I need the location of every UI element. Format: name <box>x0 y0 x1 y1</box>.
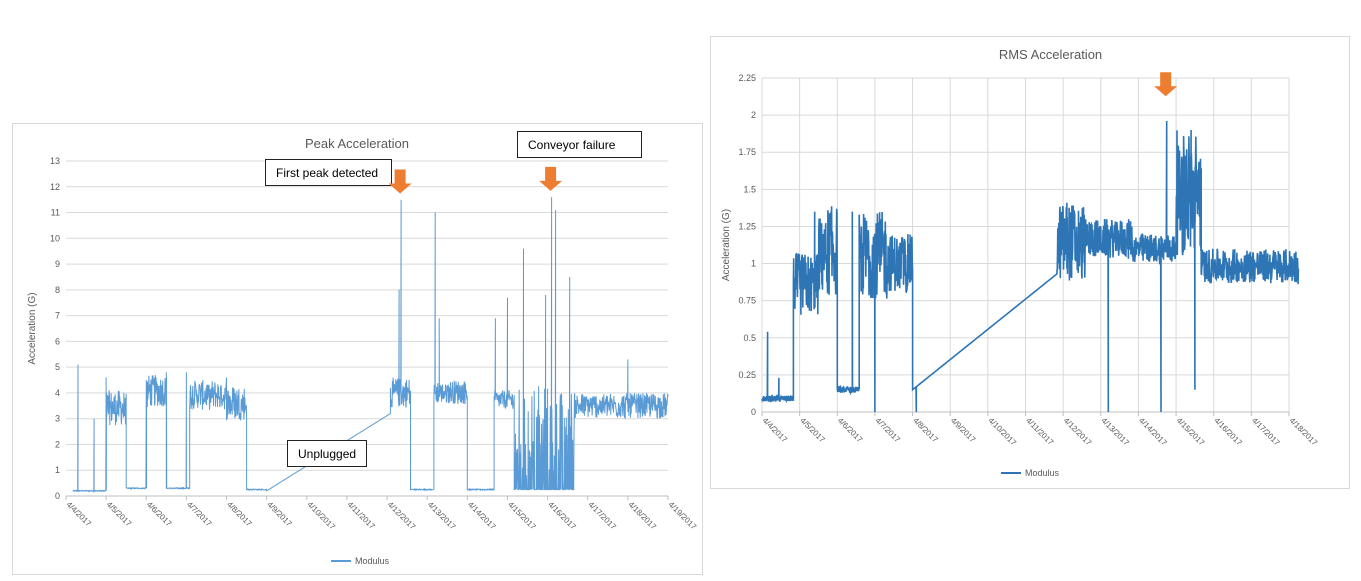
y-tick-label: 0 <box>751 407 756 417</box>
x-tick-label: 4/16/2017 <box>546 500 578 532</box>
x-tick-label: 4/9/2017 <box>949 416 978 445</box>
x-tick-label: 4/16/2017 <box>1212 416 1244 448</box>
y-tick-label: 2 <box>751 110 756 120</box>
x-tick-label: 4/14/2017 <box>1137 416 1169 448</box>
x-tick-label: 4/17/2017 <box>1250 416 1282 448</box>
legend-label: Modulus <box>1025 468 1060 478</box>
y-tick-label: 13 <box>50 156 60 166</box>
rms-acceleration-panel: RMS Acceleration 0 0.25 0.5 0.75 1 1.25 1.5 1.75… <box>710 36 1350 489</box>
conveyor-failure-label: Conveyor failure <box>528 137 616 152</box>
unplugged-callout: Unplugged <box>287 440 367 467</box>
y-tick-label: 2.25 <box>738 73 756 83</box>
x-tick-label: 4/7/2017 <box>874 416 903 445</box>
unplugged-label: Unplugged <box>298 446 357 461</box>
x-tick-label: 4/10/2017 <box>305 500 337 532</box>
y-tick-label: 0.5 <box>743 333 756 343</box>
x-tick-label: 4/14/2017 <box>466 500 498 532</box>
y-tick-label: 0.75 <box>738 296 756 306</box>
peak-acceleration-chart: Peak Acceleration0123456789101112134/4/2… <box>27 136 699 566</box>
y-tick-label: 5 <box>55 362 60 372</box>
y-tick-label: 12 <box>50 182 60 192</box>
y-tick-label: 11 <box>51 208 60 218</box>
y-tick-label: 1.5 <box>743 184 756 194</box>
x-tick-label: 4/8/2017 <box>911 416 940 445</box>
y-tick-label: 1 <box>751 259 756 269</box>
chart-title: Peak Acceleration <box>305 136 409 151</box>
x-tick-label: 4/11/2017 <box>346 500 377 531</box>
x-tick-label: 4/6/2017 <box>836 416 865 445</box>
y-tick-label: 1 <box>55 465 60 475</box>
x-tick-label: 4/19/2017 <box>667 500 699 532</box>
y-tick-label: 3 <box>55 414 60 424</box>
chart-title: RMS Acceleration <box>999 47 1102 62</box>
y-tick-label: 0.25 <box>738 370 756 380</box>
x-tick-label: 4/11/2017 <box>1024 416 1055 447</box>
conveyor-failure-callout: Conveyor failure <box>517 131 642 158</box>
x-tick-label: 4/4/2017 <box>761 416 790 445</box>
y-tick-label: 6 <box>55 336 60 346</box>
y-tick-label: 8 <box>55 285 60 295</box>
rms-acceleration-chart: RMS Acceleration 0 0.25 0.5 0.75 1 1.25 1.5 1.75… <box>721 47 1320 478</box>
y-tick-label: 7 <box>55 311 60 321</box>
y-tick-label: 10 <box>50 233 60 243</box>
x-tick-label: 4/5/2017 <box>105 500 134 529</box>
y-axis-label: Acceleration (G) <box>721 209 732 281</box>
x-tick-label: 4/4/2017 <box>65 500 94 529</box>
x-tick-label: 4/6/2017 <box>145 500 174 529</box>
x-tick-label: 4/18/2017 <box>1288 416 1320 448</box>
x-tick-label: 4/7/2017 <box>185 500 214 529</box>
x-tick-label: 4/12/2017 <box>1062 416 1094 448</box>
x-tick-label: 4/18/2017 <box>626 500 658 532</box>
x-tick-label: 4/8/2017 <box>225 500 254 529</box>
x-tick-label: 4/13/2017 <box>426 500 458 532</box>
first-peak-label: First peak detected <box>276 165 379 180</box>
series-line-modulus <box>761 120 1300 413</box>
y-tick-label: 1.75 <box>738 147 756 157</box>
y-tick-label: 9 <box>55 259 60 269</box>
x-tick-label: 4/9/2017 <box>265 500 294 529</box>
x-tick-label: 4/12/2017 <box>386 500 418 532</box>
first-peak-callout: First peak detected <box>265 159 392 186</box>
peak-acceleration-panel: Peak Acceleration 0 1 2 3 4 5 6 7 8 9 10 11 12 13 4/4/2… <box>12 123 703 575</box>
x-tick-label: 4/13/2017 <box>1099 416 1131 448</box>
y-tick-label: 1.25 <box>738 221 756 231</box>
x-tick-label: 4/5/2017 <box>798 416 827 445</box>
y-tick-label: 2 <box>55 439 60 449</box>
series-line-modulus <box>72 197 669 494</box>
x-tick-label: 4/15/2017 <box>506 500 538 532</box>
x-tick-label: 4/17/2017 <box>586 500 618 532</box>
x-tick-label: 4/15/2017 <box>1175 416 1207 448</box>
y-tick-label: 4 <box>55 388 60 398</box>
x-tick-label: 4/10/2017 <box>986 416 1018 448</box>
legend-label: Modulus <box>355 556 390 566</box>
y-tick-label: 0 <box>55 491 60 501</box>
y-axis-label: Acceleration (G) <box>27 292 38 364</box>
